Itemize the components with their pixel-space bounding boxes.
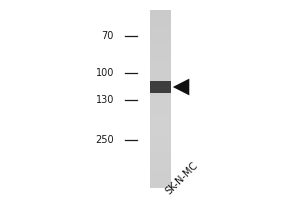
Bar: [150, 34, 171, 37]
Bar: [150, 150, 171, 152]
Bar: [150, 119, 171, 121]
Bar: [150, 95, 171, 97]
Bar: [150, 115, 171, 117]
Text: 130: 130: [96, 95, 114, 105]
Bar: [150, 41, 171, 43]
Bar: [150, 88, 171, 90]
Bar: [150, 12, 171, 14]
Bar: [150, 48, 171, 50]
Bar: [150, 177, 171, 179]
Bar: [150, 66, 171, 68]
Bar: [150, 19, 171, 21]
Bar: [150, 57, 171, 59]
Bar: [150, 81, 171, 92]
Bar: [150, 179, 171, 181]
Bar: [150, 159, 171, 161]
Bar: [150, 52, 171, 54]
Bar: [150, 81, 171, 83]
Bar: [150, 32, 171, 34]
Bar: [150, 26, 171, 28]
Bar: [150, 59, 171, 61]
Polygon shape: [173, 79, 189, 95]
Bar: [150, 141, 171, 144]
Bar: [150, 172, 171, 175]
Bar: [150, 168, 171, 170]
Bar: [150, 152, 171, 155]
Bar: [150, 46, 171, 48]
Bar: [150, 10, 171, 12]
Bar: [150, 123, 171, 126]
Bar: [150, 181, 171, 184]
Bar: [150, 128, 171, 130]
Bar: [150, 50, 171, 52]
Text: SK-N-MC: SK-N-MC: [164, 160, 200, 196]
Bar: [150, 137, 171, 139]
Bar: [150, 157, 171, 159]
Bar: [150, 37, 171, 39]
Bar: [150, 184, 171, 186]
Bar: [150, 175, 171, 177]
Bar: [150, 77, 171, 79]
Bar: [150, 79, 171, 81]
Bar: [150, 144, 171, 146]
Bar: [150, 146, 171, 148]
Bar: [150, 155, 171, 157]
Bar: [150, 106, 171, 108]
Bar: [150, 83, 171, 86]
Bar: [150, 103, 171, 106]
Bar: [150, 90, 171, 92]
Bar: [150, 21, 171, 23]
Bar: [150, 75, 171, 77]
Bar: [150, 43, 171, 46]
Bar: [150, 164, 171, 166]
Text: 70: 70: [102, 31, 114, 41]
Bar: [150, 101, 171, 103]
Bar: [150, 39, 171, 41]
Bar: [150, 61, 171, 63]
Bar: [150, 166, 171, 168]
Bar: [150, 63, 171, 66]
Bar: [150, 92, 171, 95]
Text: 100: 100: [96, 68, 114, 78]
Bar: [150, 70, 171, 72]
Bar: [150, 139, 171, 141]
Bar: [150, 112, 171, 115]
Bar: [150, 17, 171, 19]
Bar: [150, 86, 171, 88]
Bar: [150, 30, 171, 32]
Bar: [150, 14, 171, 17]
Bar: [150, 121, 171, 123]
Bar: [150, 135, 171, 137]
Bar: [150, 99, 171, 101]
Bar: [150, 110, 171, 112]
Bar: [150, 23, 171, 26]
Bar: [150, 186, 171, 188]
Bar: [150, 148, 171, 150]
Bar: [150, 161, 171, 164]
Bar: [150, 132, 171, 135]
Bar: [150, 68, 171, 70]
Bar: [150, 126, 171, 128]
Bar: [150, 117, 171, 119]
Bar: [150, 97, 171, 99]
Bar: [150, 130, 171, 132]
Text: 250: 250: [95, 135, 114, 145]
Bar: [150, 28, 171, 30]
Bar: [150, 72, 171, 75]
Bar: [150, 108, 171, 110]
Bar: [150, 170, 171, 172]
Bar: [150, 54, 171, 57]
